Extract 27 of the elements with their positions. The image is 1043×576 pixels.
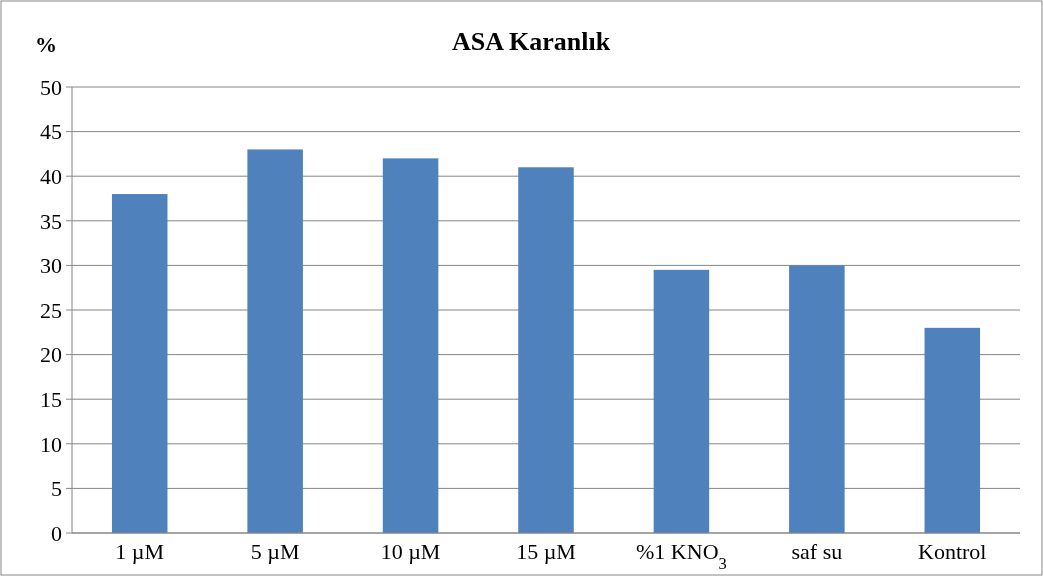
y-tick-label: 10 bbox=[40, 431, 62, 457]
y-tick-label: 0 bbox=[51, 520, 62, 546]
bar bbox=[653, 269, 710, 533]
bar bbox=[247, 149, 303, 533]
bar bbox=[382, 158, 439, 533]
x-tick-label: 10 µM bbox=[380, 539, 441, 564]
x-tick-label: 5 µM bbox=[250, 539, 300, 564]
y-tick-label: 15 bbox=[40, 386, 62, 412]
x-tick-label: 15 µM bbox=[516, 539, 576, 564]
x-tick-label: saf su bbox=[791, 539, 843, 564]
y-axis-title: % bbox=[35, 32, 57, 57]
x-tick-label: Kontrol bbox=[918, 539, 987, 564]
y-tick-label: 5 bbox=[51, 476, 62, 502]
bar bbox=[518, 167, 574, 533]
y-tick-label: 35 bbox=[40, 208, 62, 234]
y-tick-label: 45 bbox=[40, 119, 62, 145]
y-tick-label: 30 bbox=[40, 253, 62, 279]
bar bbox=[111, 194, 168, 533]
bar bbox=[924, 327, 981, 533]
y-tick-label: 20 bbox=[40, 342, 62, 368]
y-tick-label: 50 bbox=[40, 74, 62, 100]
y-tick-label: 40 bbox=[40, 163, 62, 189]
x-tick-label: %1 KNO$_{3}$ bbox=[636, 539, 727, 573]
x-tick-label: 1 µM bbox=[115, 539, 165, 564]
bar bbox=[789, 265, 845, 533]
y-tick-label: 25 bbox=[40, 297, 62, 323]
chart-title: ASA Karanlık bbox=[451, 27, 611, 56]
